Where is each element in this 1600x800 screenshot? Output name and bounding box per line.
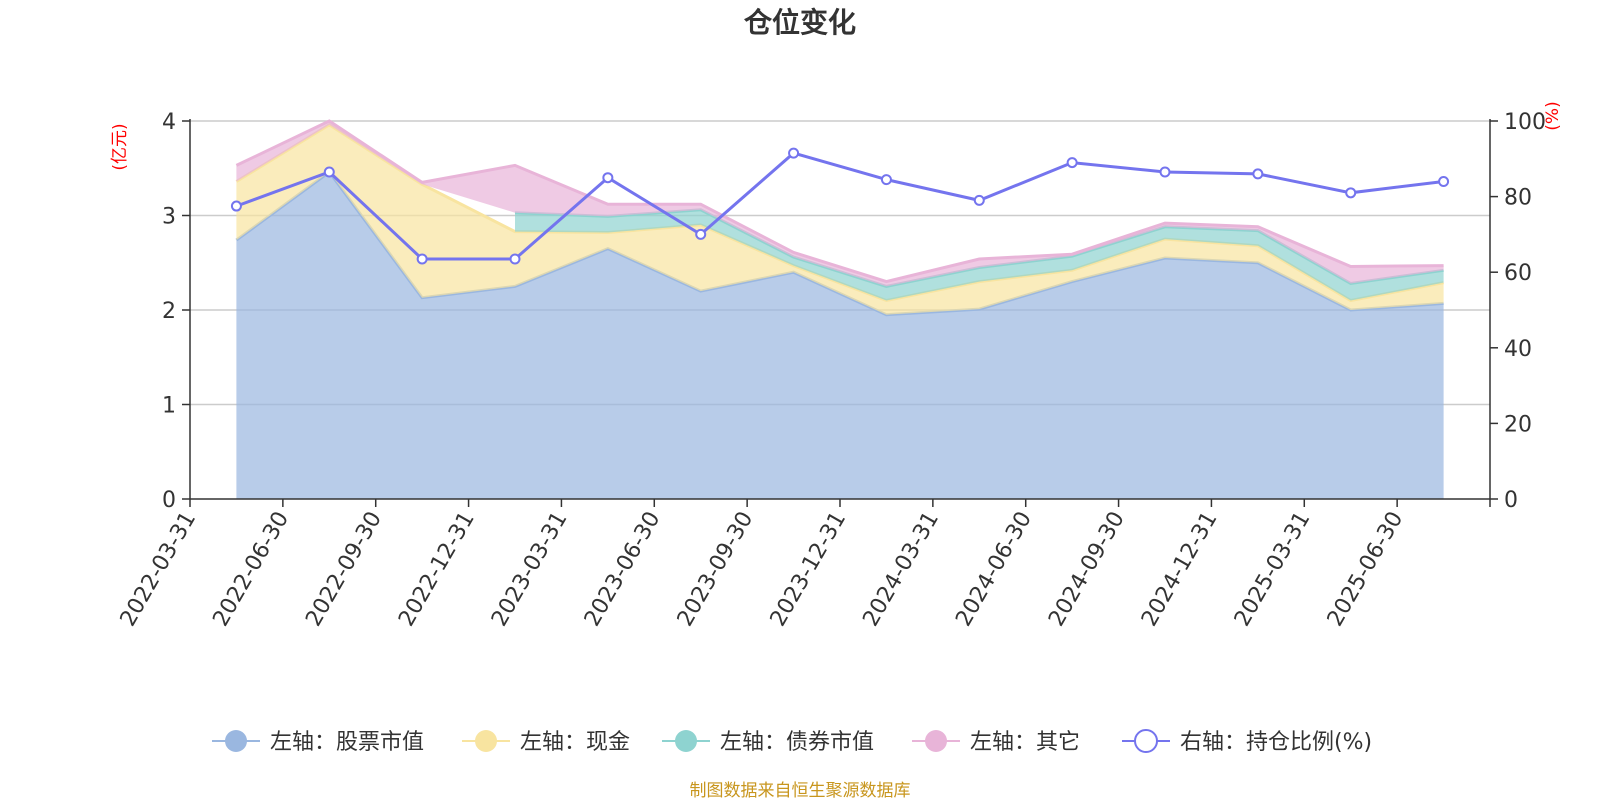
x-tick-label: 2023-03-31 bbox=[487, 508, 573, 631]
legend-label: 左轴：股票市值 bbox=[270, 730, 424, 755]
holding-ratio-point bbox=[1345, 187, 1357, 199]
x-tick-label: 2022-12-31 bbox=[394, 507, 480, 630]
x-tick-label: 2023-09-30 bbox=[673, 508, 759, 631]
data-source-note: 制图数据来自恒生聚源数据库 bbox=[690, 781, 911, 800]
right-tick-label: 0 bbox=[1504, 488, 1518, 513]
holding-ratio-point bbox=[695, 228, 707, 240]
area-3 bbox=[515, 209, 1444, 301]
right-axis-unit: (%) bbox=[1543, 101, 1563, 130]
holding-ratio-point bbox=[1159, 166, 1171, 178]
left-tick-label: 2 bbox=[162, 299, 176, 324]
x-tick-label: 2022-06-30 bbox=[208, 508, 294, 631]
legend-marker-icon bbox=[925, 730, 947, 752]
x-tick-label: 2025-03-31 bbox=[1230, 508, 1316, 631]
holding-ratio-point bbox=[230, 200, 242, 212]
left-tick-label: 1 bbox=[162, 394, 176, 419]
x-tick-label: 2022-03-31 bbox=[116, 508, 202, 631]
right-tick-label: 60 bbox=[1504, 261, 1532, 286]
x-tick-label: 2024-03-31 bbox=[858, 508, 944, 631]
x-tick-label: 2024-09-30 bbox=[1044, 508, 1130, 631]
left-tick-label: 3 bbox=[162, 205, 176, 230]
holding-ratio-point bbox=[788, 147, 800, 159]
x-tick-label: 2024-06-30 bbox=[951, 508, 1037, 631]
legend-item: 左轴：现金 bbox=[462, 730, 630, 755]
legend: 左轴：股票市值 左轴：现金 左轴：债券市值 左轴：其它 右轴：持仓比例(%) bbox=[212, 729, 1372, 755]
right-tick-label: 80 bbox=[1504, 186, 1532, 211]
holding-ratio-point bbox=[416, 253, 428, 265]
x-tick-label: 2023-12-31 bbox=[766, 508, 852, 631]
holding-ratio-point bbox=[973, 194, 985, 206]
chart-title: 仓位变化 bbox=[744, 6, 856, 39]
legend-marker-icon bbox=[1134, 729, 1158, 753]
legend-marker-icon bbox=[675, 730, 697, 752]
holding-ratio-point bbox=[323, 166, 335, 178]
holding-ratio-point bbox=[1438, 175, 1450, 187]
x-tick-label: 2022-09-30 bbox=[301, 508, 387, 631]
left-tick-label: 4 bbox=[162, 110, 176, 135]
legend-label: 右轴：持仓比例(%) bbox=[1180, 730, 1372, 755]
holding-ratio-line bbox=[230, 147, 1450, 265]
holding-ratio-point bbox=[602, 172, 614, 184]
x-tick-label: 2023-06-30 bbox=[580, 508, 666, 631]
holding-ratio-point bbox=[509, 253, 521, 265]
area-1 bbox=[236, 172, 1444, 499]
legend-label: 左轴：现金 bbox=[520, 730, 630, 755]
left-tick-label: 0 bbox=[162, 488, 176, 513]
legend-item: 左轴：债券市值 bbox=[662, 730, 874, 755]
right-tick-label: 20 bbox=[1504, 412, 1532, 437]
legend-item: 右轴：持仓比例(%) bbox=[1122, 729, 1372, 755]
x-tick-label: 2025-06-30 bbox=[1323, 508, 1409, 631]
legend-marker-icon bbox=[225, 730, 247, 752]
legend-marker-icon bbox=[475, 730, 497, 752]
holding-ratio-point bbox=[880, 174, 892, 186]
legend-label: 左轴：债券市值 bbox=[720, 730, 874, 755]
legend-label: 左轴：其它 bbox=[970, 730, 1080, 755]
holding-ratio-point bbox=[1066, 157, 1078, 169]
left-axis-unit: (亿元) bbox=[110, 123, 130, 170]
stacked-areas bbox=[235, 119, 1444, 499]
right-tick-label: 100 bbox=[1504, 110, 1546, 135]
legend-item: 左轴：股票市值 bbox=[212, 730, 424, 755]
area-2 bbox=[236, 124, 1444, 315]
right-tick-label: 40 bbox=[1504, 337, 1532, 362]
holding-ratio-point bbox=[1252, 168, 1264, 180]
legend-item: 左轴：其它 bbox=[912, 730, 1080, 755]
x-tick-label: 2024-12-31 bbox=[1137, 508, 1223, 631]
holding-ratio-path bbox=[235, 151, 1444, 261]
area-top-line-4 bbox=[235, 119, 1444, 284]
